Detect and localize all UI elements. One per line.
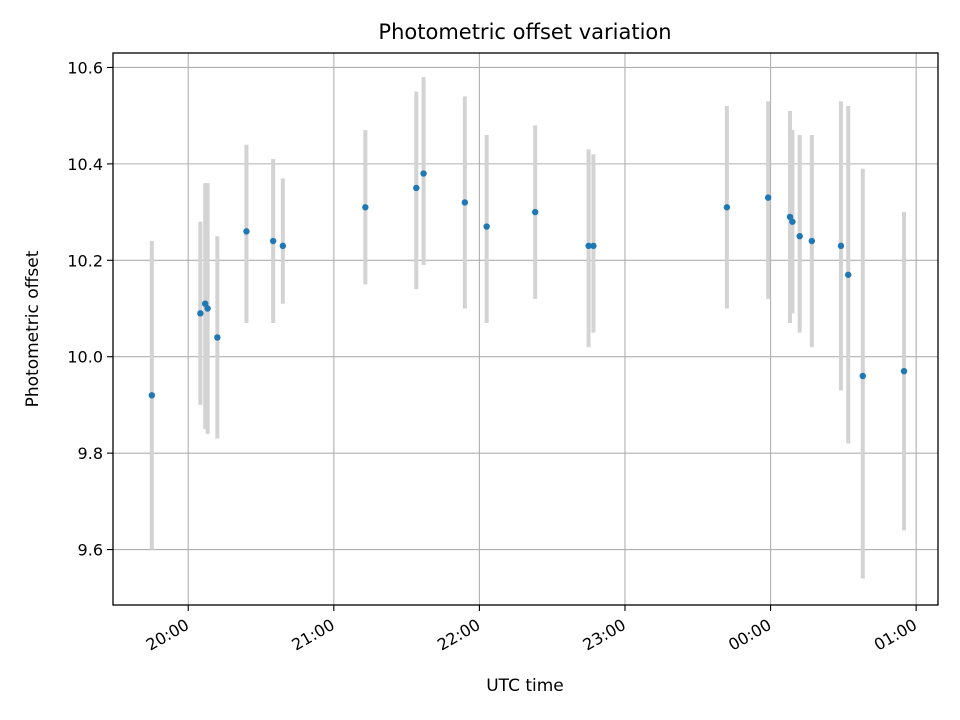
data-point: [413, 184, 420, 192]
y-axis-ticks: 9.6 9.8 10.0 10.2 10.4 10.6: [67, 58, 113, 560]
y-tick-label: 10.0: [67, 348, 103, 367]
data-point: [764, 194, 772, 201]
data-point: [789, 218, 796, 225]
data-point: [585, 242, 592, 250]
data-point: [243, 228, 250, 235]
grid: [113, 53, 938, 605]
data-point: [808, 237, 816, 245]
y-tick-label: 10.6: [67, 58, 103, 77]
y-tick-label: 9.6: [78, 541, 103, 560]
data-point: [148, 392, 156, 399]
data-point: [859, 372, 866, 380]
data-point: [483, 223, 490, 230]
data-point: [723, 204, 731, 211]
data-point: [362, 204, 369, 211]
data-point: [837, 242, 845, 250]
x-axis-label: UTC time: [486, 676, 564, 696]
plot-frame: [112, 52, 939, 606]
chart-title: Photometric offset variation: [378, 20, 671, 44]
data-point: [279, 242, 287, 250]
data-point: [420, 170, 427, 177]
data-point: [269, 237, 277, 245]
y-tick-label: 10.4: [67, 155, 103, 174]
data-point: [786, 213, 794, 221]
data-point: [197, 310, 204, 317]
data-point: [532, 208, 539, 216]
data-point: [590, 242, 597, 250]
data-point: [796, 232, 803, 240]
y-tick-label: 9.8: [78, 444, 103, 463]
data-points: [148, 170, 908, 399]
data-point: [845, 271, 852, 278]
y-tick-label: 10.2: [67, 251, 103, 270]
data-point: [204, 305, 211, 312]
data-point: [461, 199, 469, 206]
y-axis-label: Photometric offset: [23, 250, 43, 407]
data-point: [900, 367, 908, 375]
data-point: [214, 334, 221, 341]
data-point: [202, 300, 209, 307]
